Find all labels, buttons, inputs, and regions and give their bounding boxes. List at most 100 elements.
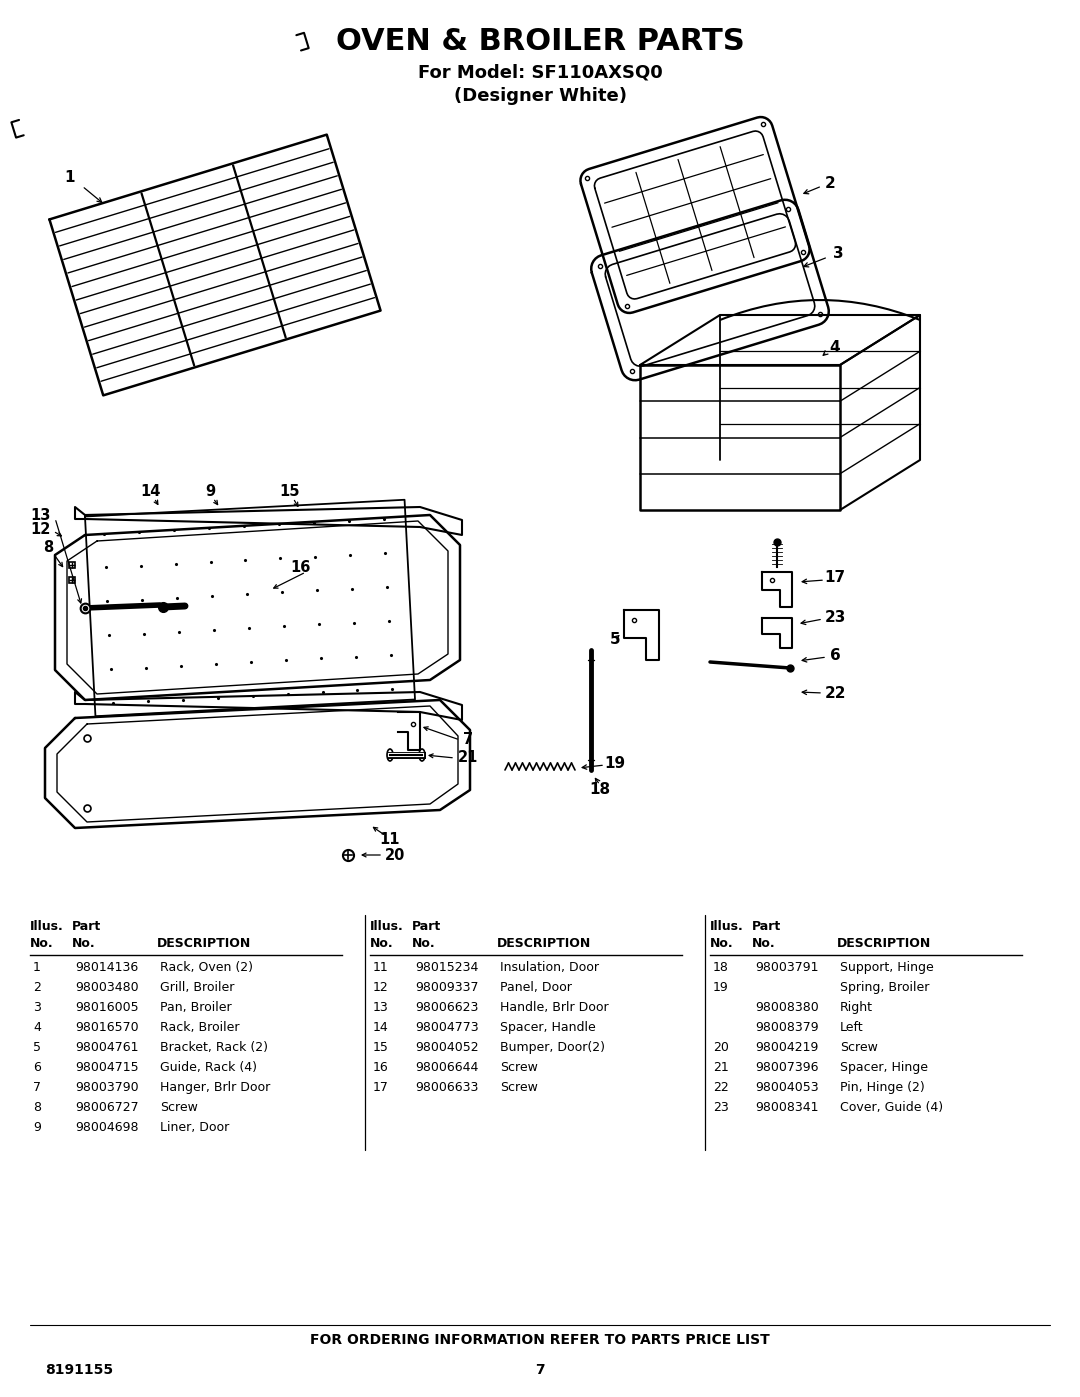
Text: 7: 7 — [536, 1363, 544, 1377]
Text: 22: 22 — [824, 686, 846, 701]
Text: 13: 13 — [373, 1002, 389, 1014]
Text: Part: Part — [72, 921, 102, 933]
Text: 98003791: 98003791 — [755, 961, 819, 974]
Text: Hanger, Brlr Door: Hanger, Brlr Door — [160, 1081, 270, 1094]
Text: 7: 7 — [33, 1081, 41, 1094]
Text: Guide, Rack (4): Guide, Rack (4) — [160, 1060, 257, 1074]
Text: Spacer, Hinge: Spacer, Hinge — [840, 1060, 928, 1074]
Text: 21: 21 — [458, 750, 478, 766]
Text: Illus.: Illus. — [710, 921, 744, 933]
Text: 98003480: 98003480 — [75, 981, 138, 995]
Text: 9: 9 — [205, 485, 215, 500]
Text: 98014136: 98014136 — [75, 961, 138, 974]
Text: Screw: Screw — [500, 1060, 538, 1074]
Text: 98004052: 98004052 — [415, 1041, 478, 1053]
Text: 22: 22 — [713, 1081, 729, 1094]
Text: 12: 12 — [373, 981, 389, 995]
Text: 15: 15 — [373, 1041, 389, 1053]
Text: DESCRIPTION: DESCRIPTION — [837, 937, 931, 950]
Text: 16: 16 — [289, 560, 310, 576]
Text: 98004219: 98004219 — [755, 1041, 819, 1053]
Text: Illus.: Illus. — [370, 921, 404, 933]
Text: Grill, Broiler: Grill, Broiler — [160, 981, 234, 995]
Text: 98009337: 98009337 — [415, 981, 478, 995]
Text: Insulation, Door: Insulation, Door — [500, 961, 599, 974]
Text: 8: 8 — [43, 541, 53, 556]
Text: Liner, Door: Liner, Door — [160, 1120, 229, 1134]
Text: 9: 9 — [33, 1120, 41, 1134]
Text: Spacer, Handle: Spacer, Handle — [500, 1021, 596, 1034]
Text: No.: No. — [30, 937, 54, 950]
Text: 98008379: 98008379 — [755, 1021, 819, 1034]
Text: Handle, Brlr Door: Handle, Brlr Door — [500, 1002, 609, 1014]
Text: Left: Left — [840, 1021, 864, 1034]
Text: Support, Hinge: Support, Hinge — [840, 961, 934, 974]
Text: 7: 7 — [463, 732, 473, 747]
Text: 15: 15 — [280, 485, 300, 500]
Text: 19: 19 — [605, 756, 625, 771]
Text: 3: 3 — [833, 246, 843, 260]
Text: 98008341: 98008341 — [755, 1101, 819, 1113]
Text: 12: 12 — [30, 522, 50, 538]
Text: 20: 20 — [713, 1041, 729, 1053]
Text: (Designer White): (Designer White) — [454, 87, 626, 105]
Text: 5: 5 — [33, 1041, 41, 1053]
Text: Rack, Oven (2): Rack, Oven (2) — [160, 961, 253, 974]
Text: OVEN & BROILER PARTS: OVEN & BROILER PARTS — [336, 28, 744, 56]
Text: Pan, Broiler: Pan, Broiler — [160, 1002, 231, 1014]
Text: Part: Part — [752, 921, 781, 933]
Text: No.: No. — [411, 937, 435, 950]
Text: Right: Right — [840, 1002, 873, 1014]
Text: 98016005: 98016005 — [75, 1002, 138, 1014]
Text: No.: No. — [710, 937, 733, 950]
Text: 1: 1 — [65, 170, 76, 186]
Text: 13: 13 — [30, 507, 50, 522]
Text: 5: 5 — [610, 633, 620, 647]
Text: 98006623: 98006623 — [415, 1002, 478, 1014]
Text: 23: 23 — [713, 1101, 729, 1113]
Text: 16: 16 — [373, 1060, 389, 1074]
Text: 98006633: 98006633 — [415, 1081, 478, 1094]
Text: Rack, Broiler: Rack, Broiler — [160, 1021, 240, 1034]
Text: 21: 21 — [713, 1060, 729, 1074]
Text: 2: 2 — [825, 176, 835, 190]
Text: 11: 11 — [380, 833, 401, 848]
Text: 2: 2 — [33, 981, 41, 995]
Text: 8: 8 — [33, 1101, 41, 1113]
Text: 3: 3 — [33, 1002, 41, 1014]
Text: 18: 18 — [713, 961, 729, 974]
Text: 18: 18 — [590, 782, 610, 798]
Text: Pin, Hinge (2): Pin, Hinge (2) — [840, 1081, 924, 1094]
Text: 98004698: 98004698 — [75, 1120, 138, 1134]
Text: 23: 23 — [824, 609, 846, 624]
Text: 98008380: 98008380 — [755, 1002, 819, 1014]
Text: DESCRIPTION: DESCRIPTION — [497, 937, 591, 950]
Text: Part: Part — [411, 921, 442, 933]
Text: 14: 14 — [373, 1021, 389, 1034]
Text: 98006727: 98006727 — [75, 1101, 138, 1113]
Text: 6: 6 — [33, 1060, 41, 1074]
Text: Screw: Screw — [160, 1101, 198, 1113]
Text: For Model: SF110AXSQ0: For Model: SF110AXSQ0 — [418, 63, 662, 81]
Text: 98015234: 98015234 — [415, 961, 478, 974]
Text: 17: 17 — [824, 570, 846, 585]
Text: 98016570: 98016570 — [75, 1021, 138, 1034]
Text: Screw: Screw — [840, 1041, 878, 1053]
Text: 98006644: 98006644 — [415, 1060, 478, 1074]
Text: 20: 20 — [384, 848, 405, 862]
Text: Bumper, Door(2): Bumper, Door(2) — [500, 1041, 605, 1053]
Text: 98004761: 98004761 — [75, 1041, 138, 1053]
Text: 98003790: 98003790 — [75, 1081, 138, 1094]
Text: 19: 19 — [713, 981, 729, 995]
Text: 14: 14 — [139, 485, 160, 500]
Text: 98004715: 98004715 — [75, 1060, 138, 1074]
Text: Cover, Guide (4): Cover, Guide (4) — [840, 1101, 943, 1113]
Text: 4: 4 — [33, 1021, 41, 1034]
Text: DESCRIPTION: DESCRIPTION — [157, 937, 252, 950]
Text: 17: 17 — [373, 1081, 389, 1094]
Text: 1: 1 — [33, 961, 41, 974]
Text: 98007396: 98007396 — [755, 1060, 819, 1074]
Text: No.: No. — [370, 937, 393, 950]
Text: 11: 11 — [373, 961, 389, 974]
Text: 4: 4 — [829, 341, 840, 355]
